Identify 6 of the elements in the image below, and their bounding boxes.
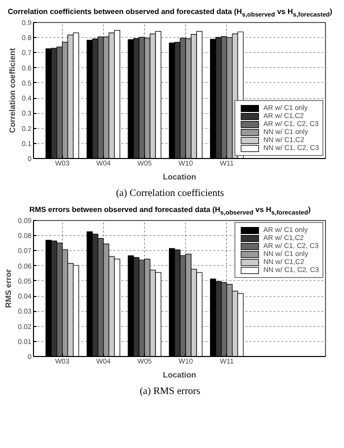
y-axis-title: Correlation coefficient bbox=[8, 48, 17, 133]
text: (a) Correlation coefficients bbox=[114, 188, 226, 200]
text: (a) RMS errors bbox=[138, 386, 202, 398]
x-axis-title: Location bbox=[162, 370, 196, 380]
y-axis-title: RMS error bbox=[4, 269, 13, 308]
x-axis-title: Location bbox=[162, 172, 196, 182]
